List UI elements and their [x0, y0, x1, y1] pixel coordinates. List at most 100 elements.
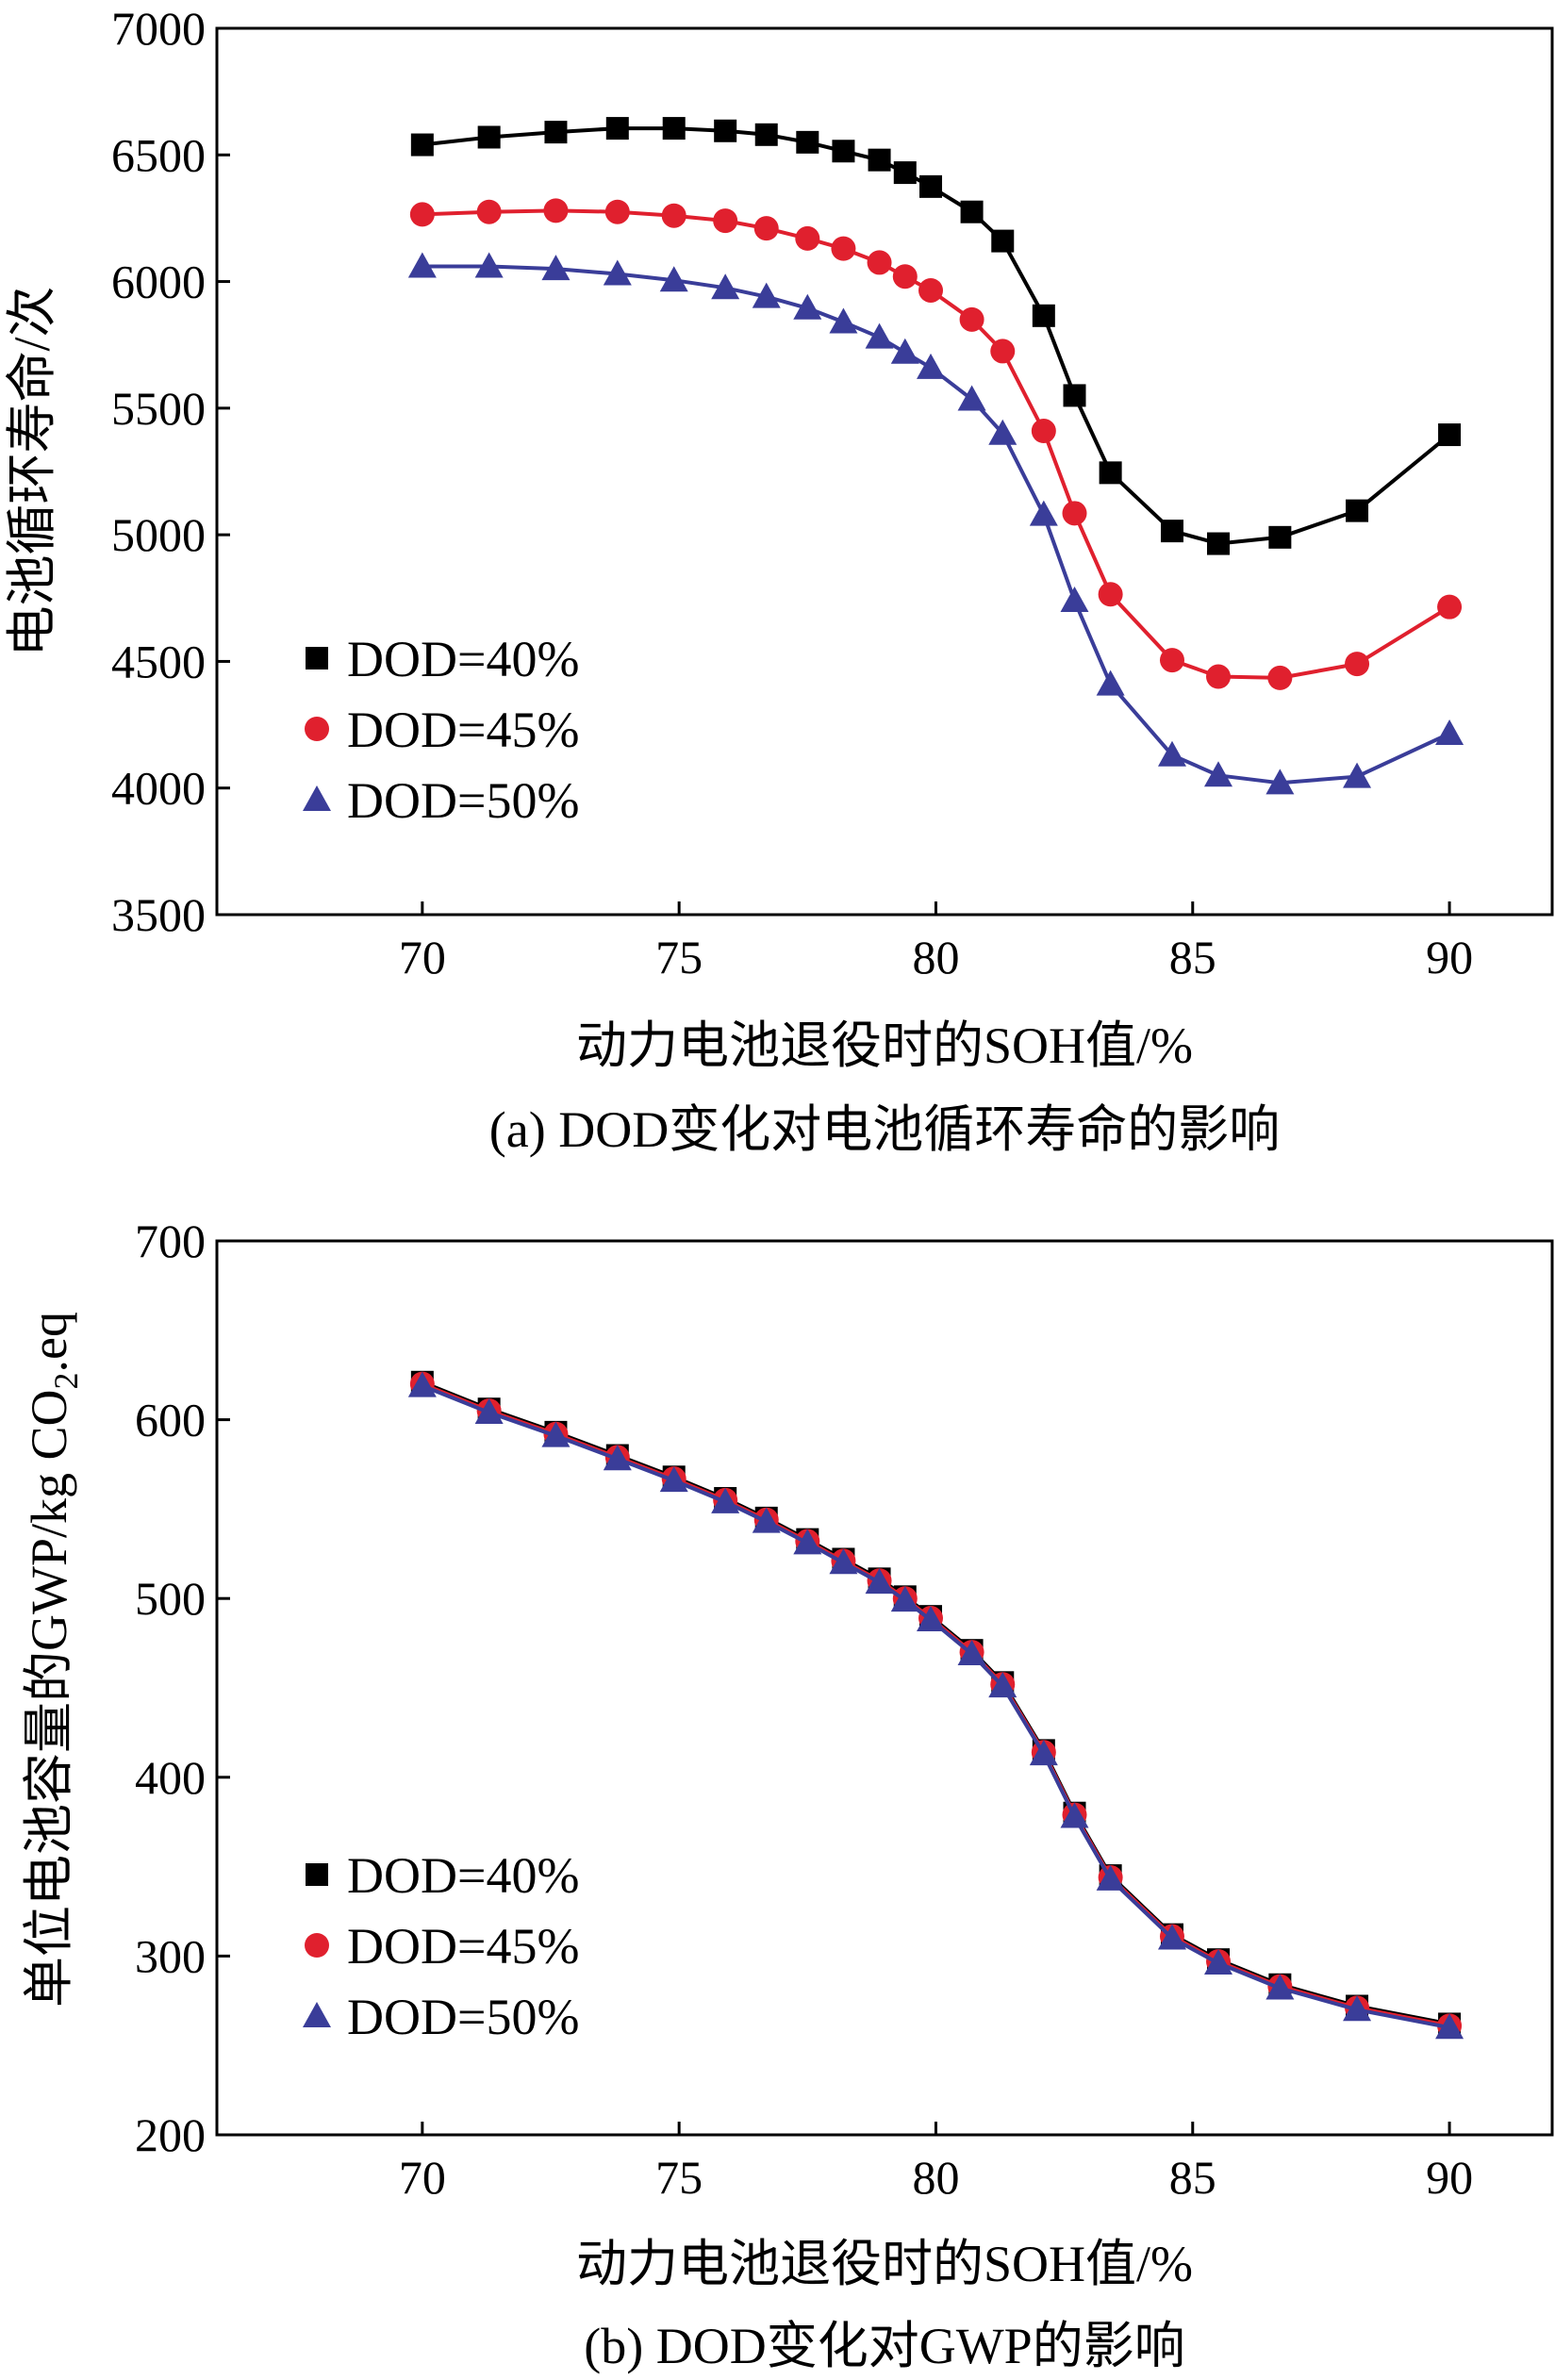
- chart-a-data-point: [990, 339, 1016, 364]
- chart-b-data-point: [957, 1639, 986, 1665]
- chart-a-data-point: [793, 293, 822, 320]
- chart-b-y-axis-label-subscript: 2: [47, 1372, 85, 1389]
- chart-a-data-point: [604, 199, 630, 224]
- chart-b-legend-item: DOD=45%: [305, 1918, 579, 1975]
- chart-b-data-point: [917, 1605, 946, 1631]
- chart-a-data-point: [1438, 423, 1462, 447]
- chart-a-data-point: [1157, 740, 1186, 767]
- chart-b-data-point: [711, 1487, 740, 1513]
- chart-b-data-point: [988, 1672, 1017, 1698]
- chart-b-y-tick-label: 300: [135, 1929, 206, 1982]
- chart-a-data-point: [918, 277, 944, 303]
- chart-a-data-point: [1160, 520, 1183, 543]
- chart-a-data-point: [796, 130, 819, 154]
- chart-b-data-point: [1266, 1974, 1295, 2000]
- chart-a-data-point: [544, 121, 568, 144]
- chart-a-data-point: [1268, 525, 1292, 549]
- chart-b-data-point: [829, 1548, 858, 1575]
- chart-a-data-point: [477, 125, 501, 149]
- chart-a-data-point: [714, 119, 737, 142]
- chart-a-x-ticks: 70 75 80 85 90: [399, 901, 1473, 983]
- chart-b-data-point: [407, 1371, 437, 1397]
- chart-b-legend-item: DOD=50%: [303, 1989, 579, 2045]
- chart-a-data-point: [1062, 501, 1087, 526]
- chart-a-series-line: [422, 126, 1451, 546]
- chart-a-data-point: [868, 148, 891, 172]
- chart-a-data-point: [1207, 532, 1230, 555]
- chart-a-data-point: [543, 198, 569, 223]
- chart-a-data-point: [1435, 719, 1464, 745]
- chart-a-series-line: [422, 208, 1451, 680]
- chart-b-x-tick-label: 75: [655, 2151, 703, 2204]
- chart-a-cycle-life: 3500 4000 4500 5000 5500 6000 6500 7000 70 75 80 8…: [4, 2, 1554, 1158]
- chart-a-data-point: [476, 199, 502, 224]
- chart-a-legend: DOD=40% DOD=45% DOD=50%: [303, 631, 579, 829]
- chart-a-data-point: [1099, 461, 1122, 485]
- chart-a-data-point: [1206, 664, 1231, 689]
- chart-a-legend-item: DOD=50%: [303, 772, 579, 829]
- chart-a-y-ticks: 3500 4000 4500 5000 5500 6000 6500 7000: [111, 2, 230, 941]
- chart-b-x-tick-label: 90: [1426, 2151, 1473, 2204]
- chart-a-data-point: [988, 419, 1017, 445]
- chart-b-data-point: [865, 1568, 894, 1595]
- chart-a-legend-label: DOD=40%: [347, 631, 579, 687]
- chart-b-y-tick-label: 600: [135, 1394, 206, 1446]
- chart-b-x-tick-label: 70: [399, 2151, 446, 2204]
- chart-a-data-point: [795, 225, 820, 251]
- chart-a-data-point: [1159, 648, 1184, 673]
- chart-b-y-tick-label: 400: [135, 1751, 206, 1804]
- chart-a-data-point: [1204, 761, 1232, 787]
- chart-a-data-point: [960, 200, 984, 223]
- chart-a-series-square: [410, 117, 1462, 555]
- chart-a-data-point: [752, 282, 781, 308]
- chart-b-y-tick-label: 500: [135, 1572, 206, 1625]
- chart-a-series-circle: [409, 198, 1463, 690]
- chart-a-data-point: [603, 259, 632, 286]
- chart-a-data-point: [753, 216, 779, 241]
- chart-b-x-ticks: 70 75 80 85 90: [399, 2122, 1473, 2204]
- chart-a-legend-marker: [303, 785, 331, 811]
- chart-b-data-point: [1029, 1740, 1058, 1766]
- chart-a-data-point: [1063, 384, 1086, 407]
- chart-a-data-point: [754, 123, 778, 146]
- chart-a-series: [407, 117, 1464, 795]
- chart-b-y-ticks: 200 300 400 500 600 700: [135, 1215, 230, 2161]
- chart-a-data-point: [409, 202, 435, 227]
- chart-a-data-point: [1346, 499, 1369, 522]
- chart-a-data-point: [917, 353, 946, 379]
- chart-a-data-point: [1343, 762, 1372, 788]
- chart-a-data-point: [890, 338, 919, 364]
- chart-a-y-tick-label: 6500: [111, 128, 206, 181]
- chart-b-data-point: [1157, 1924, 1186, 1950]
- chart-b-data-point: [793, 1529, 822, 1555]
- chart-b-legend-label: DOD=50%: [347, 1989, 579, 2045]
- chart-b-data-point: [1343, 1995, 1372, 2022]
- chart-a-data-point: [1266, 769, 1295, 795]
- chart-a-y-axis-label: 电池循环寿命/次: [4, 286, 60, 656]
- chart-a-y-tick-label: 5000: [111, 508, 206, 561]
- chart-b-caption: (b) DOD变化对GWP的影响: [584, 2318, 1184, 2374]
- chart-a-y-tick-label: 5500: [111, 382, 206, 435]
- chart-b-x-tick-label: 80: [912, 2151, 959, 2204]
- chart-a-data-point: [959, 306, 984, 332]
- chart-b-y-tick-label: 200: [135, 2108, 206, 2161]
- chart-a-data-point: [407, 252, 437, 278]
- chart-b-data-point: [1096, 1864, 1125, 1891]
- chart-a-data-point: [1267, 665, 1293, 690]
- chart-a-series-line: [422, 264, 1450, 785]
- chart-a-data-point: [865, 322, 894, 349]
- chart-b-legend-marker: [305, 1933, 329, 1958]
- chart-a-data-point: [541, 255, 571, 281]
- chart-a-data-point: [1032, 304, 1055, 327]
- chart-a-legend-label: DOD=50%: [347, 772, 579, 829]
- chart-a-legend-label: DOD=45%: [347, 702, 579, 758]
- chart-b-legend-marker: [303, 2002, 331, 2027]
- chart-b-series: [407, 1370, 1464, 2040]
- chart-a-data-point: [1031, 419, 1056, 444]
- chart-a-data-point: [1345, 652, 1370, 677]
- chart-a-y-tick-label: 6000: [111, 256, 206, 308]
- chart-b-x-axis-label: 动力电池退役时的SOH值/%: [576, 2236, 1193, 2292]
- chart-b-legend-label: DOD=40%: [347, 1847, 579, 1904]
